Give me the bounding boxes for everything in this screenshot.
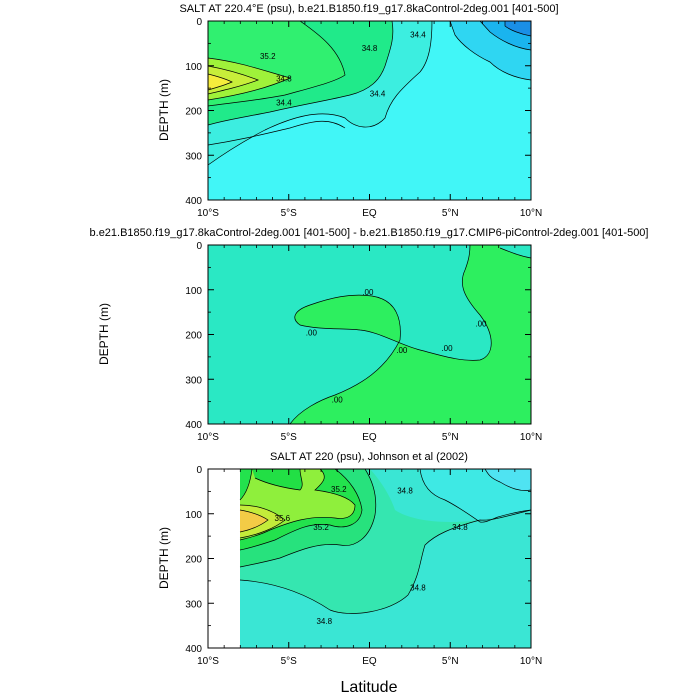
contour-label: 34.8 <box>276 74 292 83</box>
y-tick-label: 100 <box>185 62 202 73</box>
x-tick-label: 10°S <box>197 432 219 443</box>
contour-label: 35.2 <box>331 485 347 494</box>
panel-3: SALT AT 220 (psu), Johnson et al (2002) <box>157 451 542 667</box>
panel-1-y-ticks: 0 100 200 300 400 <box>185 17 531 207</box>
contour-label: 35.6 <box>275 514 291 523</box>
contour-label: .00 <box>306 328 318 337</box>
panel-3-title: SALT AT 220 (psu), Johnson et al (2002) <box>270 451 468 463</box>
contour-label: 34.8 <box>410 584 426 593</box>
x-tick-label: 10°N <box>520 656 542 667</box>
panel-3-ylabel: DEPTH (m) <box>157 527 171 589</box>
panel-1-contour-labels: 35.2 34.8 34.4 34.8 34.4 34.4 <box>260 30 426 107</box>
x-tick-label: 5°N <box>442 432 459 443</box>
panel-1-title: SALT AT 220.4°E (psu), b.e21.B1850.f19_g… <box>179 3 558 15</box>
x-tick-label: 5°S <box>281 656 298 667</box>
figure-xlabel: Latitude <box>341 679 398 696</box>
x-tick-label: 5°N <box>442 208 459 219</box>
panel-1-field <box>208 21 531 200</box>
contour-label: 34.4 <box>276 98 292 107</box>
y-tick-label: 100 <box>185 510 202 521</box>
x-tick-label: 5°S <box>281 208 298 219</box>
x-tick-label: 5°S <box>281 432 298 443</box>
panel-2-contour-lines <box>289 245 531 424</box>
y-tick-label: 0 <box>196 241 202 252</box>
panel-2-title: b.e21.B1850.f19_g17.8kaControl-2deg.001 … <box>90 227 649 239</box>
fill-level-35.8 <box>240 510 268 532</box>
y-tick-label: 400 <box>185 420 202 431</box>
contour-label: .00 <box>396 346 408 355</box>
x-tick-label: EQ <box>362 432 377 443</box>
panel-1-ylabel: DEPTH (m) <box>157 79 171 141</box>
panel-3-field <box>208 469 531 648</box>
x-tick-label: EQ <box>362 208 377 219</box>
panel-3-contour-lines <box>239 469 531 614</box>
contour-label: .00 <box>475 319 487 328</box>
x-tick-label: EQ <box>362 656 377 667</box>
y-tick-label: 300 <box>185 151 202 162</box>
x-tick-label: 10°S <box>197 208 219 219</box>
fill-level-35.4 <box>208 66 258 94</box>
contour-label: 34.4 <box>370 89 386 98</box>
panel-1-x-ticks: 10°S 5°S EQ 5°N 10°N <box>197 21 542 219</box>
y-tick-label: 0 <box>196 17 202 28</box>
y-tick-label: 400 <box>185 644 202 655</box>
panel-3-y-ticks: 0 100 200 300 400 <box>185 465 531 655</box>
contour-label: 34.8 <box>362 44 378 53</box>
x-tick-label: 10°N <box>520 432 542 443</box>
panel-2-y-ticks: 0 100 200 300 400 <box>185 241 531 431</box>
contour-label: 35.2 <box>260 52 276 61</box>
x-tick-label: 5°N <box>442 656 459 667</box>
x-tick-label: 10°S <box>197 656 219 667</box>
contour-label: 35.2 <box>313 523 329 532</box>
panel-2-contour-labels: .00 .00 .00 .00 .00 .00 <box>306 288 487 404</box>
contour-label: 34.8 <box>452 523 468 532</box>
contour-label: .00 <box>332 395 344 404</box>
fill-level-35.6 <box>208 74 232 90</box>
contour-label: .00 <box>362 288 374 297</box>
fill-level-33.8-north <box>505 21 531 36</box>
panel-3-x-ticks: 10°S 5°S EQ 5°N 10°N <box>197 469 542 667</box>
y-tick-label: 200 <box>185 555 202 566</box>
panel-1-contour-lines <box>208 21 531 166</box>
panel-2-field <box>208 245 531 424</box>
contour-label: 34.4 <box>410 30 426 39</box>
fill-zero-corner <box>500 245 531 258</box>
y-tick-label: 200 <box>185 107 202 118</box>
y-tick-label: 300 <box>185 599 202 610</box>
y-tick-label: 400 <box>185 196 202 207</box>
y-tick-label: 0 <box>196 465 202 476</box>
panel-2-x-ticks: 10°S 5°S EQ 5°N 10°N <box>197 245 542 443</box>
shared-ylabel: DEPTH (m) <box>97 303 111 365</box>
fill-level-35.2-top <box>252 469 303 490</box>
contour-label: 34.8 <box>316 617 332 626</box>
fill-positive <box>290 245 531 424</box>
y-tick-label: 100 <box>185 286 202 297</box>
panel-3-contour-labels: 35.2 35.6 35.2 34.8 34.8 34.8 34.8 <box>275 485 469 626</box>
y-tick-label: 300 <box>185 375 202 386</box>
panel-2: b.e21.B1850.f19_g17.8kaControl-2deg.001 … <box>90 227 649 443</box>
x-tick-label: 10°N <box>520 208 542 219</box>
panel-1: SALT AT 220.4°E (psu), b.e21.B1850.f19_g… <box>157 3 559 219</box>
y-tick-label: 200 <box>185 331 202 342</box>
fill-level-34.6-lower <box>240 510 531 648</box>
fill-level-34.2 <box>485 469 531 491</box>
contour-label: .00 <box>441 344 453 353</box>
contour-label: 34.8 <box>397 486 413 495</box>
